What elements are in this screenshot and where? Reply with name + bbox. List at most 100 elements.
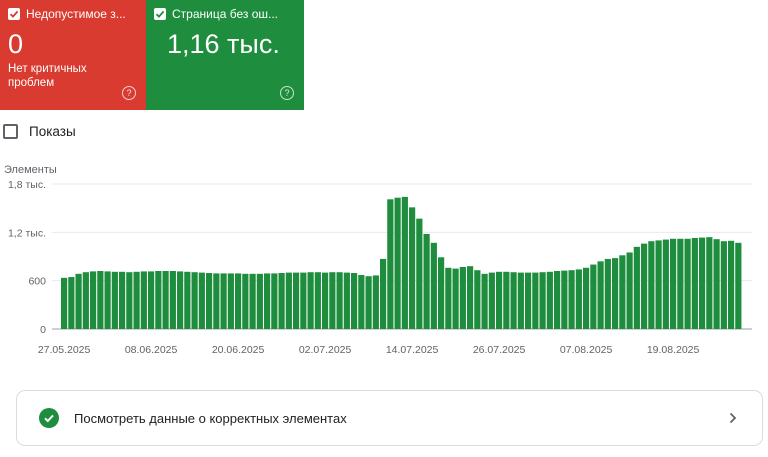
chart-bar[interactable] xyxy=(590,264,597,329)
chart-bar[interactable] xyxy=(264,273,271,329)
chart-bar[interactable] xyxy=(155,271,162,329)
invalid-items-card[interactable]: Недопустимое з... 0 Нет критичных пробле… xyxy=(0,0,146,110)
chart-bar[interactable] xyxy=(467,266,474,329)
chart-bar[interactable] xyxy=(401,196,408,329)
chart-bar[interactable] xyxy=(459,266,466,329)
help-icon[interactable]: ? xyxy=(280,86,294,100)
checkbox-checked-icon[interactable] xyxy=(154,8,166,20)
chart-bar[interactable] xyxy=(423,233,430,329)
chart-bar[interactable] xyxy=(728,240,735,329)
valid-items-card[interactable]: Страница без ош... 1,16 тыс. ? xyxy=(146,0,304,110)
chart-bar[interactable] xyxy=(430,242,437,329)
chart-bar[interactable] xyxy=(75,273,82,329)
chart-bar[interactable] xyxy=(662,239,669,329)
chart-bar[interactable] xyxy=(554,271,561,329)
chart-bar[interactable] xyxy=(249,273,256,329)
chart-bar[interactable] xyxy=(720,241,727,329)
chart-bar[interactable] xyxy=(517,272,524,329)
chart-bar[interactable] xyxy=(539,272,546,329)
chart-bar[interactable] xyxy=(177,271,184,329)
chart-bar[interactable] xyxy=(372,275,379,329)
chart-bar[interactable] xyxy=(677,238,684,329)
chart-bar[interactable] xyxy=(329,272,336,329)
chart-bar[interactable] xyxy=(510,272,517,329)
chart-bar[interactable] xyxy=(575,269,582,329)
chart-bar[interactable] xyxy=(97,271,104,329)
chart-bar[interactable] xyxy=(525,272,532,329)
chart-bar[interactable] xyxy=(655,240,662,329)
chart-bar[interactable] xyxy=(162,271,169,329)
chart-bar[interactable] xyxy=(699,237,706,329)
chart-bar[interactable] xyxy=(126,272,133,329)
chart-bar[interactable] xyxy=(691,237,698,329)
chart-bar[interactable] xyxy=(619,255,626,329)
chart-bar[interactable] xyxy=(409,207,416,329)
chart-bar[interactable] xyxy=(626,252,633,329)
chart-bar[interactable] xyxy=(278,273,285,329)
chart-bar[interactable] xyxy=(568,270,575,329)
chart-bar[interactable] xyxy=(416,218,423,329)
chart-bar[interactable] xyxy=(597,261,604,329)
chart-bar[interactable] xyxy=(169,271,176,329)
chart-bar[interactable] xyxy=(561,270,568,329)
chart-bar[interactable] xyxy=(191,272,198,329)
chart-bar[interactable] xyxy=(235,273,242,329)
chart-bar[interactable] xyxy=(706,237,713,329)
chart-bar[interactable] xyxy=(61,277,68,329)
chart-bar[interactable] xyxy=(336,272,343,329)
chart-bar[interactable] xyxy=(488,272,495,329)
chart-bar[interactable] xyxy=(452,268,459,329)
chart-bar[interactable] xyxy=(641,243,648,329)
chart-bar[interactable] xyxy=(148,271,155,329)
chart-bar[interactable] xyxy=(445,267,452,329)
chart-bar[interactable] xyxy=(648,241,655,329)
chart-bar[interactable] xyxy=(206,273,213,329)
chevron-right-icon[interactable] xyxy=(726,411,740,425)
chart-bar[interactable] xyxy=(213,273,220,329)
view-valid-items-card[interactable]: Посмотреть данные о корректных элементах xyxy=(16,390,763,446)
chart-bar[interactable] xyxy=(583,267,590,329)
chart-bar[interactable] xyxy=(119,271,126,329)
chart-bar[interactable] xyxy=(68,277,75,329)
chart-bar[interactable] xyxy=(604,258,611,329)
chart-bar[interactable] xyxy=(242,273,249,329)
chart-bar[interactable] xyxy=(546,271,553,329)
chart-bar[interactable] xyxy=(474,270,481,329)
chart-bar[interactable] xyxy=(104,271,111,329)
chart-bar[interactable] xyxy=(612,258,619,329)
chart-bar[interactable] xyxy=(394,197,401,329)
chart-bar[interactable] xyxy=(438,257,445,329)
chart-bar[interactable] xyxy=(111,271,118,329)
chart-bar[interactable] xyxy=(503,271,510,329)
chart-bar[interactable] xyxy=(300,272,307,329)
chart-bar[interactable] xyxy=(220,273,227,329)
chart-bar[interactable] xyxy=(314,272,321,329)
chart-bar[interactable] xyxy=(133,271,140,329)
impressions-checkbox[interactable] xyxy=(3,124,18,139)
chart-bar[interactable] xyxy=(358,275,365,329)
chart-bar[interactable] xyxy=(684,238,691,329)
checkbox-checked-icon[interactable] xyxy=(8,8,20,20)
chart-bar[interactable] xyxy=(90,271,97,329)
chart-bar[interactable] xyxy=(351,273,358,329)
chart-bar[interactable] xyxy=(532,272,539,329)
chart-bar[interactable] xyxy=(82,272,89,329)
impressions-toggle[interactable]: Показы xyxy=(3,124,76,139)
chart-bar[interactable] xyxy=(343,272,350,329)
chart-bar[interactable] xyxy=(293,272,300,329)
chart-bar[interactable] xyxy=(227,273,234,329)
chart-bar[interactable] xyxy=(713,239,720,329)
chart-bar[interactable] xyxy=(735,242,742,329)
chart-bar[interactable] xyxy=(380,258,387,329)
chart-bar[interactable] xyxy=(481,273,488,329)
chart-bar[interactable] xyxy=(184,271,191,329)
chart-bar[interactable] xyxy=(322,272,329,329)
chart-bar[interactable] xyxy=(307,272,314,329)
chart-bar[interactable] xyxy=(140,271,147,329)
chart-bar[interactable] xyxy=(496,271,503,329)
chart-bar[interactable] xyxy=(256,273,263,329)
help-icon[interactable]: ? xyxy=(122,86,136,100)
chart-bar[interactable] xyxy=(633,246,640,329)
chart-bar[interactable] xyxy=(198,272,205,329)
chart-bar[interactable] xyxy=(271,273,278,329)
